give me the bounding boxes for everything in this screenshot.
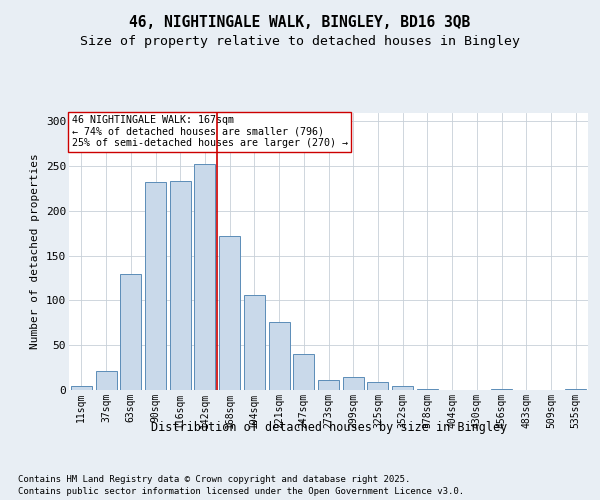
Text: Distribution of detached houses by size in Bingley: Distribution of detached houses by size … xyxy=(151,421,507,434)
Bar xyxy=(145,182,166,390)
Bar xyxy=(417,389,438,390)
Y-axis label: Number of detached properties: Number of detached properties xyxy=(31,154,40,349)
Bar xyxy=(318,380,339,390)
Text: 46, NIGHTINGALE WALK, BINGLEY, BD16 3QB: 46, NIGHTINGALE WALK, BINGLEY, BD16 3QB xyxy=(130,15,470,30)
Bar xyxy=(491,389,512,390)
Bar xyxy=(392,386,413,390)
Text: Contains HM Land Registry data © Crown copyright and database right 2025.: Contains HM Land Registry data © Crown c… xyxy=(18,474,410,484)
Bar xyxy=(219,236,240,390)
Bar xyxy=(95,371,116,390)
Bar xyxy=(565,389,586,390)
Bar xyxy=(343,376,364,390)
Bar xyxy=(269,322,290,390)
Bar xyxy=(120,274,141,390)
Bar xyxy=(170,182,191,390)
Bar xyxy=(71,386,92,390)
Bar xyxy=(367,382,388,390)
Bar xyxy=(194,164,215,390)
Bar xyxy=(244,295,265,390)
Text: 46 NIGHTINGALE WALK: 167sqm
← 74% of detached houses are smaller (796)
25% of se: 46 NIGHTINGALE WALK: 167sqm ← 74% of det… xyxy=(71,116,347,148)
Bar xyxy=(293,354,314,390)
Text: Size of property relative to detached houses in Bingley: Size of property relative to detached ho… xyxy=(80,34,520,48)
Text: Contains public sector information licensed under the Open Government Licence v3: Contains public sector information licen… xyxy=(18,486,464,496)
